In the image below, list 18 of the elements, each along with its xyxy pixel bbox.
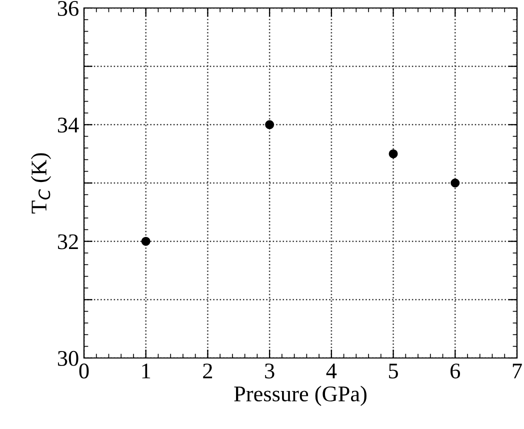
y-tick-label: 30 <box>58 350 78 366</box>
y-tick-label: 34 <box>58 118 79 133</box>
x-tick-label: 7 <box>512 364 522 378</box>
x-tick-label: 0 <box>79 364 89 378</box>
y-tick-label: 36 <box>58 0 78 16</box>
point <box>388 149 398 158</box>
x-tick-label: 3 <box>265 364 274 378</box>
x-tick-label: 5 <box>389 364 398 378</box>
x-tick-label: 1 <box>142 364 150 378</box>
x-tick-label: 2 <box>203 364 212 378</box>
x-axis-title: Pressure (GPa) <box>234 386 366 406</box>
y-axis-title: T$_{C}$ (K) <box>30 153 52 214</box>
point <box>450 178 460 188</box>
x-tick-label: 6 <box>450 364 460 378</box>
point <box>141 236 150 246</box>
x-tick-label: 4 <box>326 364 337 378</box>
point <box>265 120 274 130</box>
y-tick-label: 32 <box>58 234 78 250</box>
